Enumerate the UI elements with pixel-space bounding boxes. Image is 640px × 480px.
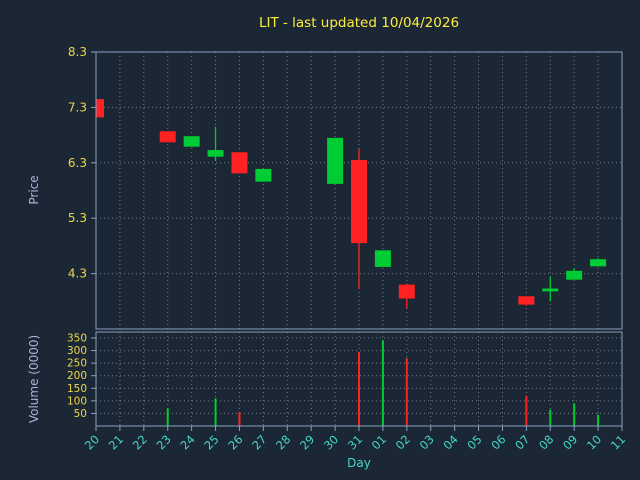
day-tick-label: 23 [154, 432, 174, 452]
price-tick-label: 7.3 [68, 100, 87, 114]
day-tick-label: 03 [417, 432, 437, 452]
candle-day-27 [255, 168, 272, 182]
day-tick-label: 24 [178, 432, 198, 452]
chart-title: LIT - last updated 10/04/2026 [259, 15, 459, 31]
day-tick-label: 07 [512, 432, 532, 452]
price-tick-label: 5.3 [68, 211, 87, 225]
price-axis-label: Price [27, 175, 41, 204]
candle-day-20 [96, 99, 104, 118]
candle-day-08 [542, 276, 559, 302]
volume-tick-label: 150 [67, 383, 87, 395]
volume-tick-label: 100 [67, 395, 87, 407]
candle-day-30 [327, 137, 344, 184]
candle-day-25 [207, 126, 224, 162]
candle-day-23 [159, 131, 176, 143]
candle-day-07 [518, 296, 535, 306]
day-tick-label: 26 [225, 432, 245, 452]
day-tick-label: 08 [536, 432, 556, 452]
day-tick-label: 10 [584, 432, 604, 452]
day-tick-label: 27 [249, 432, 269, 452]
volume-tick-label: 250 [67, 358, 87, 370]
candle-day-02 [398, 283, 415, 308]
day-tick-label: 21 [106, 432, 126, 452]
day-tick-label: 29 [297, 432, 317, 452]
price-tick-label: 6.3 [68, 156, 87, 170]
candle-day-31 [351, 148, 367, 290]
volume-axis-label: Volume (0000) [27, 335, 41, 423]
volume-tick-label: 200 [67, 370, 87, 382]
day-tick-label: 31 [345, 432, 365, 452]
volume-tick-label: 350 [67, 333, 87, 345]
day-tick-label: 02 [393, 432, 413, 452]
day-tick-label: 28 [273, 432, 293, 452]
day-tick-label: 20 [82, 432, 102, 452]
candle-day-09 [566, 268, 583, 280]
volume-tick-label: 300 [67, 345, 87, 357]
price-tick-label: 4.3 [68, 267, 87, 281]
candle-day-26 [231, 152, 248, 174]
day-tick-label: 01 [369, 432, 389, 452]
candle-day-24 [183, 136, 200, 147]
day-tick-label: 25 [201, 432, 221, 452]
volume-bars [166, 340, 600, 426]
day-tick-label: 30 [321, 432, 341, 452]
day-axis-label: Day [347, 456, 371, 470]
day-tick-label: 09 [560, 432, 580, 452]
price-tick-label: 8.3 [68, 45, 87, 59]
day-tick-label: 11 [608, 432, 628, 452]
day-tick-label: 04 [441, 432, 461, 452]
candle-day-01 [374, 250, 391, 267]
day-tick-label: 06 [488, 432, 508, 452]
day-tick-label: 22 [130, 432, 150, 452]
volume-tick-label: 50 [74, 408, 87, 420]
candle-day-10 [590, 258, 607, 267]
candlesticks [96, 99, 607, 308]
day-tick-label: 05 [464, 432, 484, 452]
